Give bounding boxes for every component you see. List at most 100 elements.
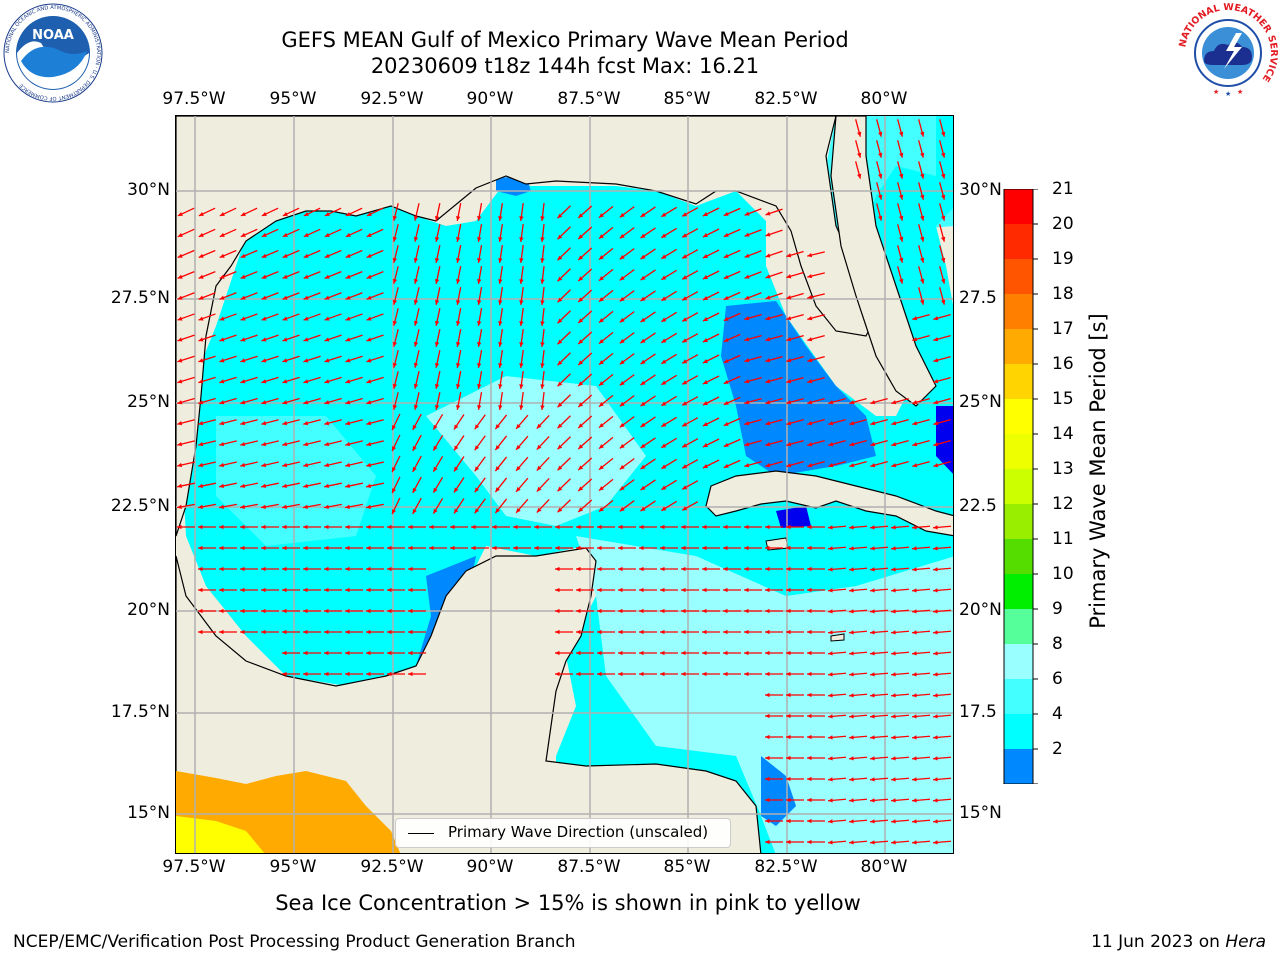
wave-arrow (324, 249, 342, 259)
wave-arrow (324, 524, 342, 530)
wave-arrow (557, 436, 571, 450)
wave-arrow (198, 228, 216, 238)
colorbar-title: Primary Wave Mean Period [s] (1086, 313, 1110, 629)
wave-arrow (723, 438, 741, 448)
wave-arrow (660, 311, 678, 323)
wave-arrow (639, 671, 657, 677)
wave-arrow (498, 308, 504, 326)
wave-arrow (932, 525, 952, 530)
wave-arrow (261, 249, 279, 259)
wave-arrow (869, 714, 889, 719)
wave-arrow (848, 693, 868, 698)
wave-arrow (869, 588, 889, 593)
wave-arrow (744, 440, 762, 447)
wave-arrow (240, 271, 258, 279)
wave-arrow (240, 207, 258, 217)
wave-arrow (515, 435, 529, 451)
wave-arrow (786, 755, 804, 761)
wave-arrow (412, 497, 422, 515)
wave-arrow (198, 545, 216, 551)
wave-arrow (474, 498, 486, 514)
wave-arrow (577, 499, 593, 513)
wave-arrow (765, 776, 783, 782)
wave-arrow (744, 229, 762, 237)
wave-arrow (392, 203, 399, 221)
colorbar-tick-label: 4 (1052, 704, 1063, 724)
wave-arrow (282, 671, 300, 677)
wave-arrow (723, 228, 741, 238)
wave-arrow (391, 413, 401, 431)
wave-arrow (324, 587, 342, 593)
wave-arrow (240, 397, 258, 405)
wave-arrow (848, 651, 868, 656)
lon-tick-bottom: 82.5°W (754, 857, 818, 877)
wave-arrow (744, 398, 762, 405)
lon-tick-top: 82.5°W (754, 89, 818, 109)
wave-arrow (412, 413, 422, 431)
wave-arrow (555, 545, 573, 551)
wave-arrow (366, 671, 384, 677)
wave-arrow (639, 524, 657, 530)
wave-arrow (786, 839, 804, 845)
wave-arrow (413, 287, 420, 305)
wave-arrow (660, 437, 678, 449)
wave-arrow (477, 329, 483, 347)
wave-arrow (828, 440, 846, 447)
wave-arrow (827, 777, 847, 782)
wave-arrow (177, 271, 195, 279)
wave-arrow (177, 249, 195, 259)
lon-tick-top: 92.5°W (360, 89, 424, 109)
wave-arrow (918, 140, 925, 158)
wave-arrow (848, 819, 868, 824)
wave-arrow (890, 714, 910, 719)
wave-arrow (827, 798, 847, 803)
wave-arrow (807, 440, 825, 447)
wave-arrow (932, 588, 952, 593)
lon-tick-bottom: 95°W (269, 857, 317, 877)
wave-arrow (303, 440, 321, 447)
colorbar-segment (1004, 679, 1033, 714)
wave-arrow (557, 457, 571, 471)
lat-tick-right: 25°N (959, 392, 1002, 412)
colorbar-tick-label: 17 (1052, 319, 1074, 339)
wave-arrow (911, 840, 931, 845)
chart-title: GEFS MEAN Gulf of Mexico Primary Wave Me… (281, 28, 849, 52)
wave-arrow (198, 419, 216, 426)
wave-arrow (366, 440, 384, 447)
wave-arrow (848, 567, 868, 572)
wave-arrow (869, 819, 889, 824)
wave-arrow (198, 397, 216, 405)
wave-arrow (432, 497, 444, 515)
colorbar-tick-label: 15 (1052, 389, 1074, 409)
wave-arrow (890, 567, 910, 572)
wave-arrow (786, 566, 804, 572)
wave-arrow (477, 287, 483, 305)
wave-arrow (540, 349, 545, 369)
wave-arrow (660, 269, 678, 281)
wave-arrow (392, 371, 399, 389)
wave-arrow (619, 416, 635, 428)
wave-arrow (744, 314, 762, 321)
wave-arrow (324, 397, 342, 405)
wave-arrow (618, 587, 636, 593)
wave-arrow (932, 714, 952, 719)
wave-arrow (324, 671, 342, 677)
lon-tick-top: 85°W (663, 89, 711, 109)
wave-arrow (744, 650, 762, 656)
wave-arrow (932, 819, 952, 824)
wave-arrow (765, 629, 783, 635)
legend-line-sample (408, 833, 434, 834)
wave-arrow (723, 524, 741, 530)
wave-arrow (498, 350, 504, 368)
colorbar-segment (1004, 749, 1033, 784)
wave-arrow (555, 587, 573, 593)
wave-arrow (576, 671, 594, 677)
wave-arrow (577, 226, 593, 240)
wave-arrow (640, 269, 656, 281)
sea-ice-note: Sea Ice Concentration > 15% is shown in … (275, 891, 861, 915)
wave-arrow (494, 456, 508, 472)
wave-arrow (807, 797, 825, 803)
wave-arrow (807, 713, 825, 719)
wave-arrow (324, 334, 342, 342)
wave-arrow (702, 629, 720, 635)
